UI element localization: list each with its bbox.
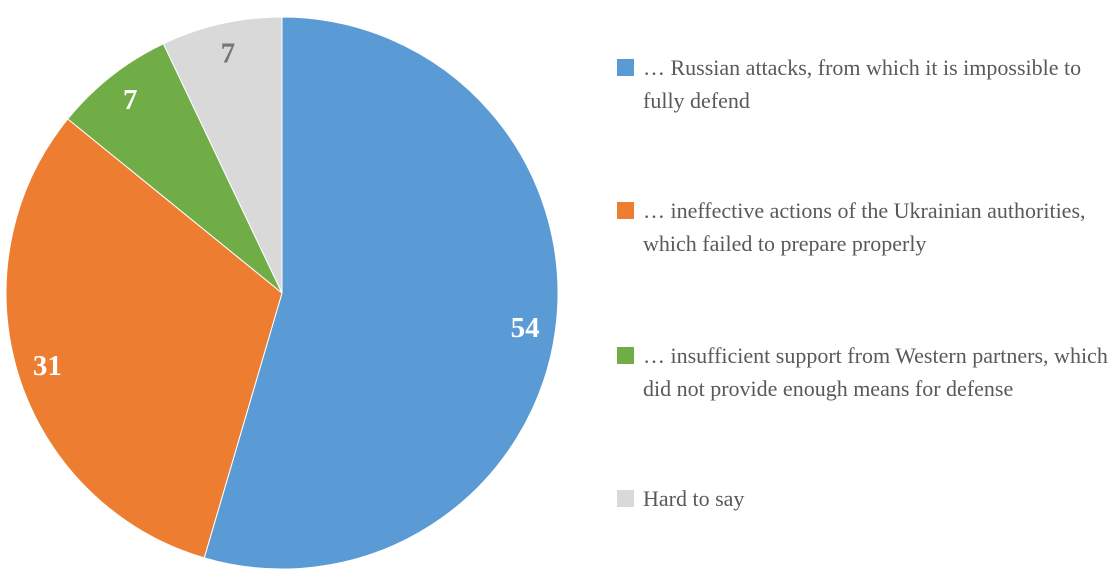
pie-slice-3 <box>162 16 283 294</box>
legend: … Russian attacks, from which it is impo… <box>617 0 1117 585</box>
legend-item-label: Hard to say <box>643 486 745 511</box>
pie-slice-0 <box>203 16 559 570</box>
legend-item-hard-to-say: Hard to say <box>617 482 1115 515</box>
legend-marker-gray-icon <box>617 490 634 507</box>
pie-chart: 54 31 7 7 <box>5 16 559 570</box>
legend-marker-blue-icon <box>617 59 634 76</box>
slice-value-label: 7 <box>221 37 236 69</box>
pie-slice-1 <box>5 118 283 559</box>
legend-item-insufficient-western-support: … insufficient support from Western part… <box>617 339 1115 405</box>
slice-value-label: 31 <box>33 350 62 382</box>
legend-item-label: … insufficient support from Western part… <box>643 343 1108 401</box>
pie-slice-2 <box>67 43 283 294</box>
legend-marker-green-icon <box>617 347 634 364</box>
slice-value-label: 54 <box>511 312 540 344</box>
legend-marker-orange-icon <box>617 202 634 219</box>
legend-item-russian-attacks: … Russian attacks, from which it is impo… <box>617 51 1115 117</box>
legend-item-label: … ineffective actions of the Ukrainian a… <box>643 198 1086 256</box>
legend-item-ineffective-authorities: … ineffective actions of the Ukrainian a… <box>617 194 1115 260</box>
slice-value-label: 7 <box>123 84 138 116</box>
legend-item-label: … Russian attacks, from which it is impo… <box>643 55 1082 113</box>
